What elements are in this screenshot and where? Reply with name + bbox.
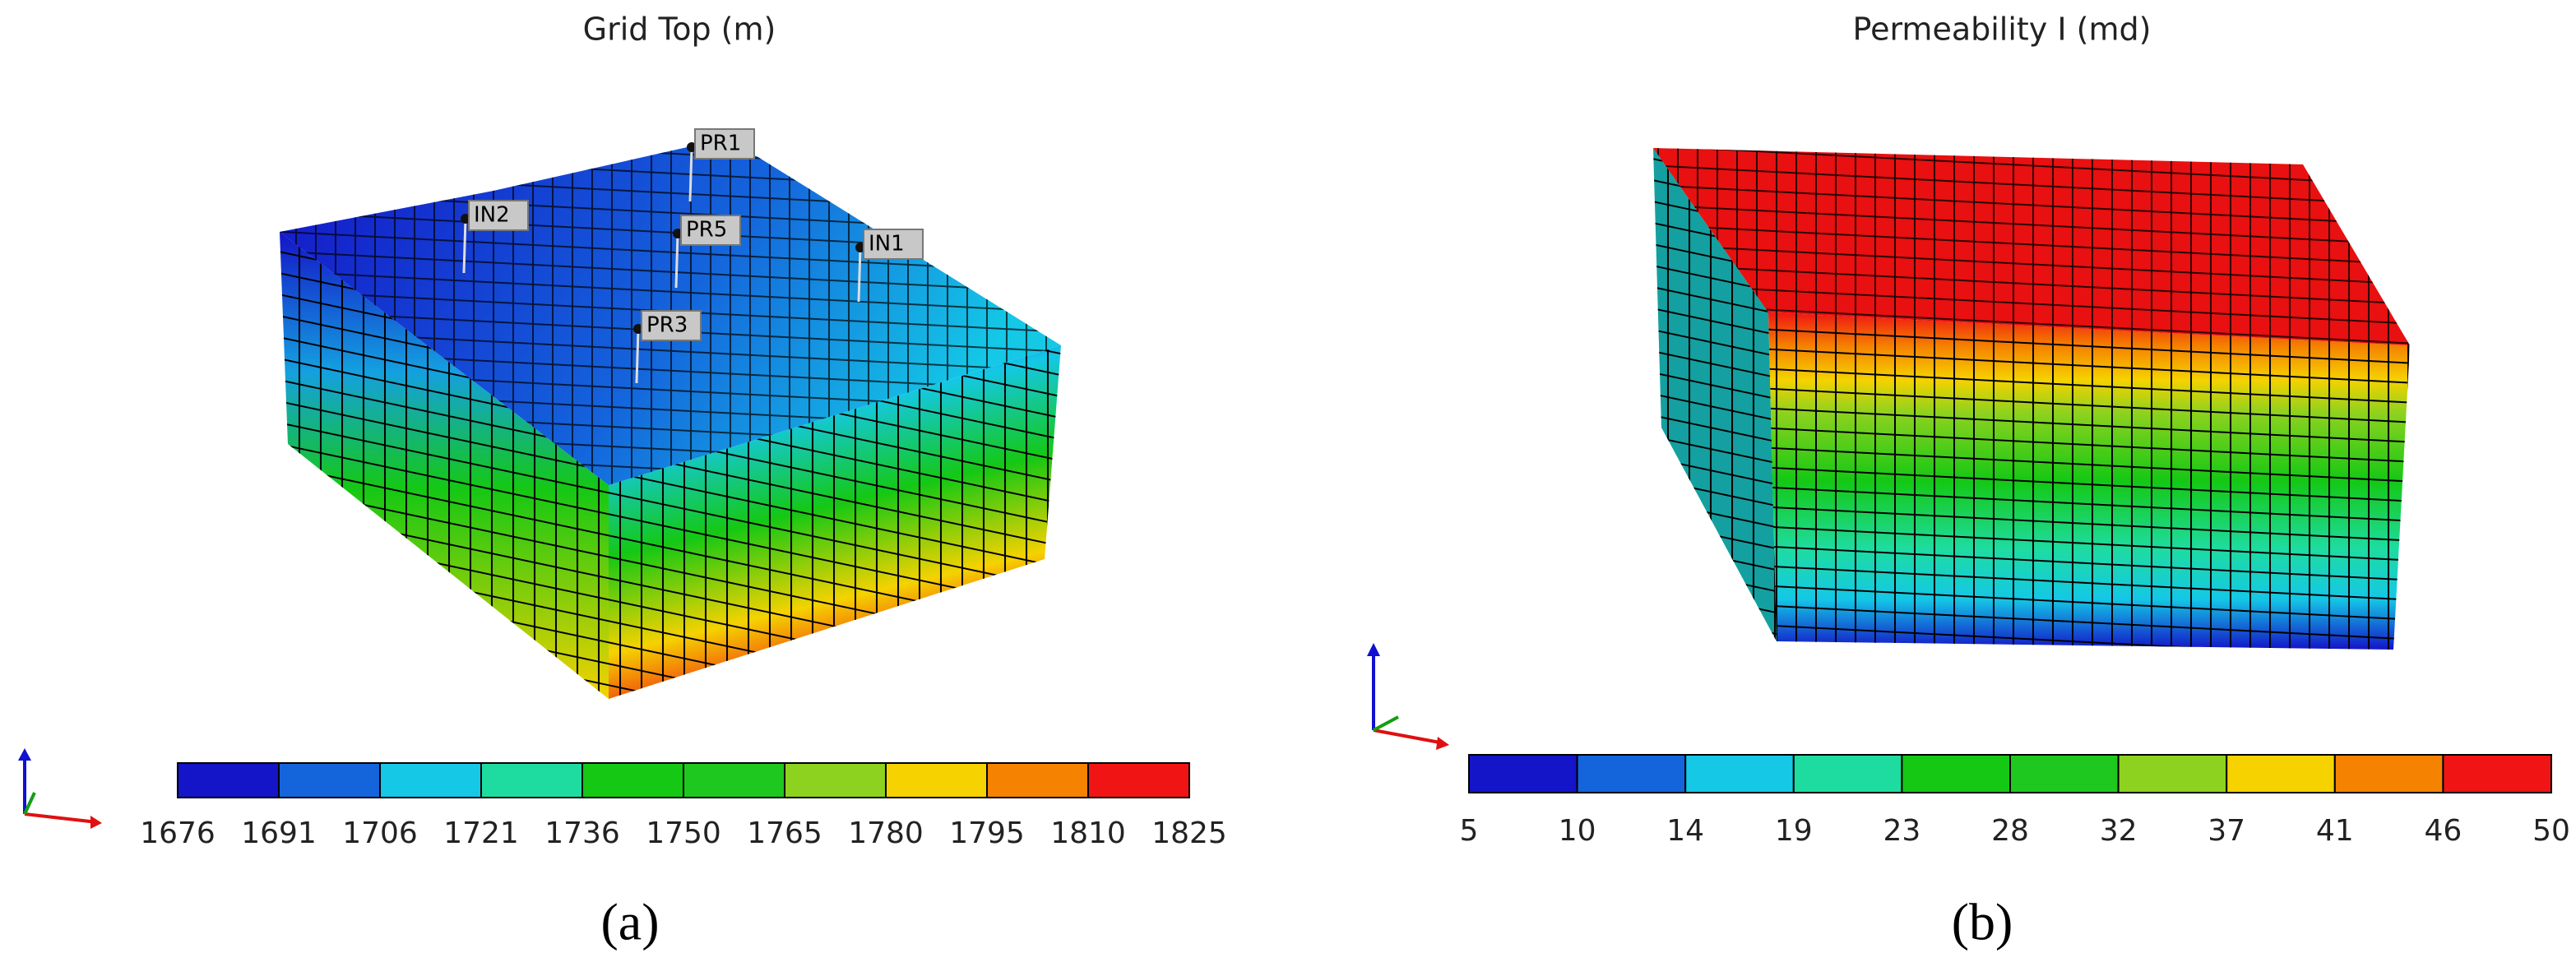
grid-block-b [1653,148,2410,650]
colorbar-segment [986,762,1089,798]
panel-label: (a) [600,893,659,951]
colorbar-tick-label: 50 [2532,814,2570,848]
well-label: PR5 [686,218,727,243]
colorbar-segment [784,762,887,798]
colorbar-segment [2009,754,2120,793]
well-label: PR3 [646,313,688,338]
colorbar-segment [1468,754,1578,793]
colorbar-tick-label: 1810 [1050,816,1126,850]
well-label: IN2 [474,203,510,228]
colorbar-tick-label: 10 [1559,814,1596,848]
well-label: IN1 [869,232,905,257]
grid-block-a [280,146,1061,699]
colorbar-tick-label: 23 [1883,814,1920,848]
colorbar-segment [1901,754,2011,793]
well-trajectory [635,328,640,384]
colorbar-tick-label: 41 [2316,814,2354,848]
colorbar-segment [379,762,482,798]
colorbar-tick-label: 1825 [1151,816,1227,850]
wells: PR1 IN2 PR5 IN1 PR3 [461,128,924,384]
colorbar-segment [683,762,785,798]
panel-title: Grid Top (m) [583,12,776,48]
colorbar-tick-label: 32 [2100,814,2138,848]
colorbar-tick-label: 1780 [848,816,924,850]
colorbar-segment [2117,754,2228,793]
colorbar-segment [1087,762,1190,798]
colorbar-tick-label: 1750 [646,816,721,850]
colorbar-segment [2442,754,2552,793]
colorbar-segment [1684,754,1795,793]
colorbar-segment [885,762,988,798]
colorbar-tick-label: 1765 [747,816,822,850]
well-trajectory [688,146,693,202]
well-trajectory [857,247,862,303]
colorbar-tick-label: 46 [2424,814,2462,848]
colorbar-tick-label: 1706 [342,816,418,850]
axis-triad-b [1367,643,1449,750]
colorbar-segment [2226,754,2336,793]
colorbar-segment [177,762,280,798]
colorbar-tick-label: 1795 [949,816,1025,850]
well-label-box [694,128,755,160]
colorbar-tick-label: 28 [1991,814,2029,848]
colorbar-segment [581,762,684,798]
colorbar-segment [1576,754,1687,793]
well-trajectory [674,233,679,289]
panel-title: Permeability I (md) [1853,12,2152,48]
well-trajectory [462,218,467,274]
colorbar-tick-label: 37 [2208,814,2245,848]
colorbar-tick-label: 1736 [544,816,620,850]
colorbar-tick-label: 19 [1775,814,1813,848]
colorbar-tick-label: 1691 [241,816,317,850]
colorbars: 1676 1691 1706 1721 1736 1750 1765 1780 1795 1810… [140,754,2570,850]
colorbar-segment [2333,754,2444,793]
colorbar-segment [278,762,381,798]
well-label-box [680,215,741,246]
well-label: PR1 [700,132,741,156]
colorbar-tick-label: 14 [1666,814,1704,848]
well-label-box [863,229,924,260]
well-label-box [468,200,529,231]
colorbar-tick-label: 1721 [443,816,519,850]
colorbar-segment [480,762,583,798]
colorbar-segment [1792,754,1903,793]
colorbar-tick-label: 1676 [140,816,215,850]
panel-label: (b) [1952,893,2013,951]
well-label-box [641,310,702,341]
axis-triad-a [18,748,102,829]
colorbar-tick-label: 5 [1460,814,1479,848]
